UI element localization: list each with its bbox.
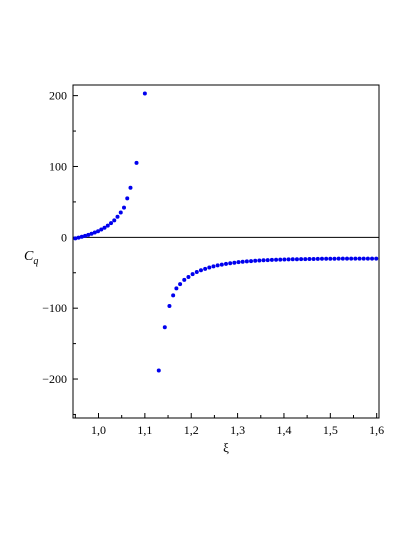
data-point	[162, 325, 167, 330]
data-point	[232, 260, 237, 265]
data-point	[269, 257, 274, 262]
data-point	[142, 91, 147, 96]
data-point	[83, 233, 88, 238]
data-point	[215, 263, 220, 268]
data-point	[324, 256, 329, 261]
plot-frame	[72, 84, 380, 419]
data-point	[311, 256, 316, 261]
data-point	[211, 264, 216, 269]
data-point	[122, 205, 126, 210]
data-point	[307, 257, 312, 262]
y-tick-label: 0	[61, 230, 67, 244]
data-point	[171, 293, 176, 298]
data-point	[112, 218, 117, 223]
data-point	[236, 260, 241, 265]
data-point	[190, 272, 195, 277]
data-point	[257, 258, 262, 263]
data-point	[198, 268, 203, 273]
data-point	[186, 275, 191, 280]
data-point	[228, 261, 233, 266]
data-point	[253, 258, 258, 263]
data-point	[290, 257, 295, 262]
data-point	[182, 277, 187, 282]
data-point	[174, 286, 179, 291]
data-point	[265, 258, 270, 263]
data-point	[315, 256, 320, 261]
data-point	[319, 256, 324, 261]
x-tick-label: 1,1	[137, 423, 152, 437]
data-point	[303, 257, 308, 262]
data-point	[118, 210, 123, 215]
data-point	[240, 259, 245, 264]
data-point	[353, 256, 358, 261]
y-tick-label: 200	[49, 89, 67, 103]
data-point	[89, 231, 94, 236]
data-point	[374, 256, 379, 261]
x-tick-label: 1,6	[369, 423, 384, 437]
data-point	[370, 256, 375, 261]
data-point	[249, 259, 254, 264]
data-point	[278, 257, 283, 262]
data-point	[349, 256, 354, 261]
data-point	[102, 225, 107, 230]
x-tick-label: 1,5	[323, 423, 338, 437]
data-point	[156, 368, 161, 373]
y-axis-title: Cq	[24, 249, 38, 267]
data-point	[361, 256, 366, 261]
data-point	[207, 265, 212, 270]
data-point	[224, 261, 228, 266]
data-point	[332, 256, 337, 261]
data-point	[286, 257, 291, 262]
data-point	[244, 259, 249, 264]
data-point	[261, 258, 266, 263]
data-point	[73, 236, 78, 241]
data-point	[282, 257, 287, 262]
y-axis-title-main: C	[24, 249, 34, 264]
data-point	[79, 234, 84, 239]
data-point	[345, 256, 350, 261]
data-point	[115, 214, 120, 219]
data-point	[336, 256, 341, 261]
data-point	[203, 266, 208, 271]
data-point	[99, 227, 104, 232]
data-point	[134, 160, 139, 165]
data-point	[125, 196, 130, 201]
data-point	[105, 223, 110, 228]
data-point	[96, 229, 101, 234]
y-axis: 200 100 0 −100 −200	[42, 89, 78, 415]
data-point	[92, 230, 97, 235]
x-tick-label: 1,4	[276, 423, 291, 437]
data-point	[294, 257, 299, 262]
data-point	[328, 256, 333, 261]
y-tick-label: 100	[49, 159, 67, 173]
x-tick-label: 1,3	[230, 423, 245, 437]
data-series	[73, 91, 379, 373]
y-tick-label: −200	[42, 372, 67, 386]
data-point	[357, 256, 362, 261]
x-axis-title: ξ	[223, 440, 229, 455]
data-point	[109, 221, 114, 226]
x-tick-label: 1,2	[184, 423, 199, 437]
data-point	[274, 257, 279, 262]
data-point	[76, 235, 81, 240]
data-point	[365, 256, 370, 261]
x-tick-label: 1,0	[91, 423, 106, 437]
x-axis: 1,0 1,1 1,2 1,3 1,4 1,5 1,6	[74, 413, 384, 437]
data-point	[340, 256, 345, 261]
data-point	[194, 270, 199, 275]
data-point	[299, 257, 304, 262]
data-point	[219, 262, 224, 267]
data-point	[128, 185, 133, 190]
y-axis-title-subscript: q	[33, 256, 38, 267]
data-point	[167, 304, 172, 309]
y-tick-label: −100	[42, 301, 67, 315]
data-point	[86, 232, 91, 237]
data-point	[178, 282, 183, 287]
